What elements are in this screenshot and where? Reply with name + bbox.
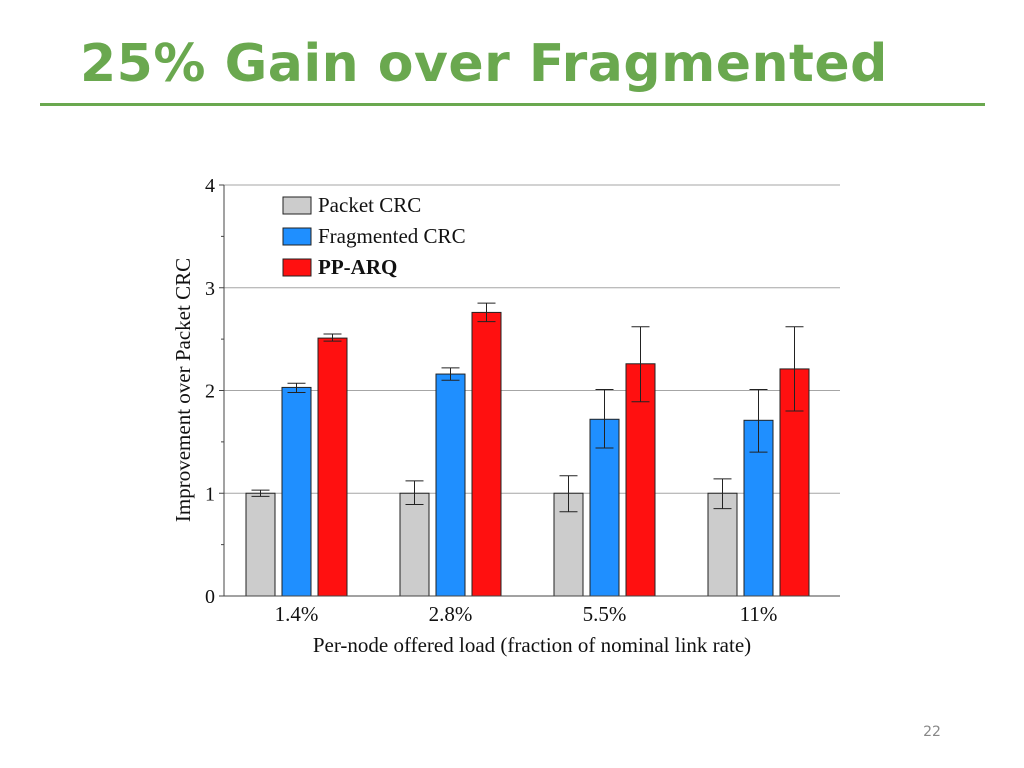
- legend-label: PP-ARQ: [318, 255, 397, 279]
- bar: [399, 492, 430, 597]
- bars: [245, 302, 810, 597]
- bar-chart: 0 1 2 3 4 1.4% 2.8% 5.5% 11% Per-node offered loa…: [171, 175, 840, 657]
- x-tick-label: 1.4%: [275, 602, 319, 626]
- bar: [281, 386, 312, 597]
- x-tick-label: 2.8%: [429, 602, 473, 626]
- slide-title: 25% Gain over Fragmented: [80, 34, 888, 94]
- bar: [471, 311, 502, 597]
- legend-swatch: [282, 196, 312, 215]
- x-tick-label: 5.5%: [583, 602, 627, 626]
- y-tick-label: 2: [205, 381, 215, 403]
- y-tick-label: 4: [205, 175, 215, 197]
- legend-label: Packet CRC: [318, 193, 421, 217]
- y-tick-label: 0: [205, 586, 215, 608]
- bar: [245, 492, 276, 597]
- bar: [707, 492, 738, 597]
- y-tick-label: 3: [205, 278, 215, 300]
- y-axis-label: Improvement over Packet CRC: [171, 258, 195, 522]
- legend-label: Fragmented CRC: [318, 224, 466, 248]
- legend: Packet CRC Fragmented CRC PP-ARQ: [282, 193, 466, 279]
- axes: 0 1 2 3 4 1.4% 2.8% 5.5% 11% Per-node offered loa…: [171, 175, 840, 657]
- bar: [317, 337, 348, 597]
- x-tick-label: 11%: [740, 602, 778, 626]
- y-tick-label: 1: [205, 483, 215, 505]
- bar: [435, 373, 466, 597]
- title-divider: [40, 103, 985, 106]
- x-axis-label: Per-node offered load (fraction of nomin…: [313, 633, 751, 657]
- legend-swatch: [282, 258, 312, 277]
- bar: [625, 363, 656, 597]
- page-number: 22: [923, 724, 941, 740]
- legend-swatch: [282, 227, 312, 246]
